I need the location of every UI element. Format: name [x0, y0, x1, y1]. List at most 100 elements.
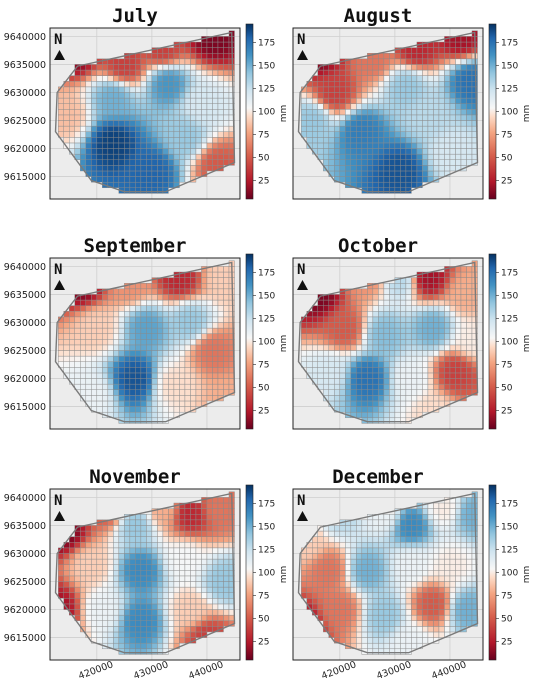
- grid-cell: [157, 418, 163, 424]
- grid-cell: [174, 384, 180, 390]
- grid-cell: [102, 638, 108, 644]
- grid-cell: [433, 132, 439, 138]
- grid-cell: [108, 525, 114, 531]
- grid-cell: [157, 401, 163, 407]
- grid-cell: [218, 367, 224, 373]
- grid-cell: [185, 322, 191, 328]
- grid-cell: [389, 53, 395, 59]
- grid-cell: [455, 345, 461, 351]
- grid-cell: [141, 76, 147, 82]
- grid-cell: [163, 160, 169, 166]
- grid-cell: [450, 81, 456, 87]
- grid-cell: [406, 351, 412, 357]
- grid-cell: [373, 395, 379, 401]
- grid-cell: [433, 59, 439, 65]
- grid-cell: [433, 278, 439, 284]
- grid-cell: [466, 278, 472, 284]
- grid-cell: [329, 328, 335, 334]
- grid-cell: [384, 317, 390, 323]
- grid-cell: [102, 576, 108, 582]
- grid-cell: [91, 64, 97, 70]
- grid-cell: [318, 132, 324, 138]
- grid-cell: [119, 626, 125, 632]
- grid-cell: [356, 98, 362, 104]
- grid-cell: [212, 64, 218, 70]
- grid-cell: [113, 160, 119, 166]
- grid-cell: [190, 570, 196, 576]
- grid-cell: [141, 407, 147, 413]
- grid-cell: [428, 339, 434, 345]
- grid-cell: [389, 306, 395, 312]
- grid-cell: [207, 334, 213, 340]
- grid-cell: [174, 570, 180, 576]
- grid-cell: [428, 115, 434, 121]
- grid-cell: [130, 643, 136, 649]
- grid-cell: [367, 115, 373, 121]
- grid-cell: [157, 126, 163, 132]
- grid-cell: [400, 401, 406, 407]
- grid-cell: [406, 604, 412, 610]
- grid-cell: [135, 283, 141, 289]
- grid-cell: [461, 59, 467, 65]
- grid-cell: [218, 615, 224, 621]
- grid-cell: [91, 570, 97, 576]
- grid-cell: [450, 300, 456, 306]
- grid-cell: [146, 121, 152, 127]
- grid-cell: [218, 283, 224, 289]
- grid-cell: [152, 384, 158, 390]
- grid-cell: [329, 610, 335, 616]
- grid-cell: [466, 70, 472, 76]
- grid-cell: [223, 604, 229, 610]
- grid-cell: [223, 503, 229, 509]
- grid-cell: [86, 109, 92, 115]
- grid-cell: [395, 643, 401, 649]
- grid-cell: [135, 70, 141, 76]
- grid-cell: [323, 311, 329, 317]
- grid-cell: [433, 42, 439, 48]
- grid-cell: [179, 559, 185, 565]
- grid-cell: [450, 283, 456, 289]
- grid-cell: [141, 126, 147, 132]
- grid-cell: [124, 593, 130, 599]
- grid-cell: [69, 593, 75, 599]
- grid-cell: [433, 598, 439, 604]
- grid-cell: [345, 328, 351, 334]
- y-tick-label: 9615000: [4, 633, 46, 644]
- grid-cell: [389, 177, 395, 183]
- grid-cell: [174, 328, 180, 334]
- grid-cell: [461, 537, 467, 543]
- grid-cell: [174, 154, 180, 160]
- grid-cell: [378, 643, 384, 649]
- grid-cell: [362, 626, 368, 632]
- grid-cell: [444, 559, 450, 565]
- grid-cell: [102, 143, 108, 149]
- grid-cell: [395, 87, 401, 93]
- grid-cell: [141, 638, 147, 644]
- grid-cell: [141, 559, 147, 565]
- grid-cell: [466, 36, 472, 42]
- grid-cell: [163, 109, 169, 115]
- grid-cell: [356, 610, 362, 616]
- grid-cell: [80, 81, 86, 87]
- grid-cell: [400, 570, 406, 576]
- grid-cell: [301, 115, 307, 121]
- grid-cell: [157, 621, 163, 627]
- grid-cell: [384, 328, 390, 334]
- grid-cell: [135, 542, 141, 548]
- grid-cell: [411, 509, 417, 515]
- grid-cell: [461, 64, 467, 70]
- grid-cell: [356, 356, 362, 362]
- grid-cell: [422, 390, 428, 396]
- grid-cell: [428, 542, 434, 548]
- grid-cell: [163, 407, 169, 413]
- grid-cell: [196, 593, 202, 599]
- grid-cell: [400, 104, 406, 110]
- grid-cell: [323, 384, 329, 390]
- grid-cell: [146, 638, 152, 644]
- grid-cell: [146, 109, 152, 115]
- grid-cell: [157, 306, 163, 312]
- grid-cell: [196, 42, 202, 48]
- grid-cell: [91, 356, 97, 362]
- grid-cell: [119, 356, 125, 362]
- grid-cell: [75, 537, 81, 543]
